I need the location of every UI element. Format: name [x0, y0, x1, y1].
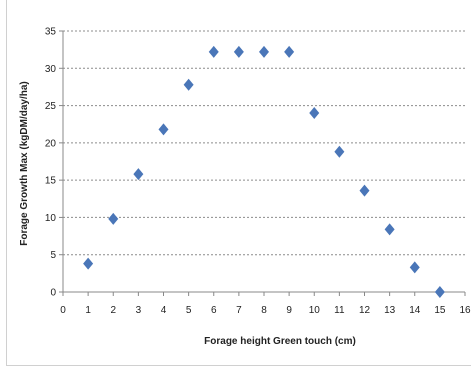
x-tick-label: 4 [161, 305, 167, 316]
x-tick-label: 16 [459, 305, 471, 316]
y-tick-label: 35 [45, 27, 57, 38]
x-tick-label: 13 [384, 305, 396, 316]
data-point [434, 286, 445, 298]
y-tick-labels: 0 5 10 15 20 25 30 35 [45, 27, 57, 299]
x-tick-label: 12 [359, 305, 371, 316]
data-point [183, 78, 194, 91]
y-tick-label: 15 [45, 176, 57, 187]
y-tick-label: 0 [50, 288, 56, 299]
data-point [284, 45, 295, 58]
data-point [359, 184, 370, 197]
x-tick-label: 11 [334, 305, 345, 316]
x-tick-label: 6 [211, 305, 217, 316]
x-tick-label: 9 [286, 305, 292, 316]
y-axis-label: Forage Growth Max (kgDM/day/ha) [19, 81, 30, 245]
x-tick-label: 1 [85, 305, 91, 316]
y-tick-label: 25 [45, 101, 57, 112]
data-point [133, 168, 144, 181]
x-axis-label: Forage height Green touch (cm) [204, 336, 356, 347]
x-tick-label: 0 [60, 305, 66, 316]
data-point [409, 261, 420, 274]
data-point [208, 45, 219, 58]
y-tick-label: 20 [45, 138, 57, 149]
x-tick-label: 8 [261, 305, 267, 316]
x-tick-labels: 0 1 2 3 4 5 6 7 8 9 10 11 12 13 14 15 16 [60, 305, 471, 316]
x-tick-label: 14 [409, 305, 421, 316]
data-point [384, 223, 395, 236]
data-point [83, 257, 94, 270]
gridlines [63, 30, 465, 256]
data-points [83, 45, 445, 298]
data-point [233, 45, 244, 58]
x-tick-label: 15 [434, 305, 446, 316]
data-point [334, 145, 345, 158]
x-tick-label: 7 [236, 305, 242, 316]
y-tick-label: 30 [45, 64, 57, 75]
data-point [259, 45, 269, 58]
axes [59, 30, 466, 296]
chart-frame [6, 0, 471, 366]
data-point [309, 107, 320, 120]
x-tick-label: 5 [186, 305, 192, 316]
data-point [158, 123, 169, 136]
x-tick-label: 10 [309, 305, 321, 316]
x-tick-label: 2 [110, 305, 116, 316]
y-tick-label: 5 [50, 250, 56, 261]
x-tick-label: 3 [136, 305, 142, 316]
data-point [108, 212, 119, 225]
y-tick-label: 10 [45, 213, 57, 224]
